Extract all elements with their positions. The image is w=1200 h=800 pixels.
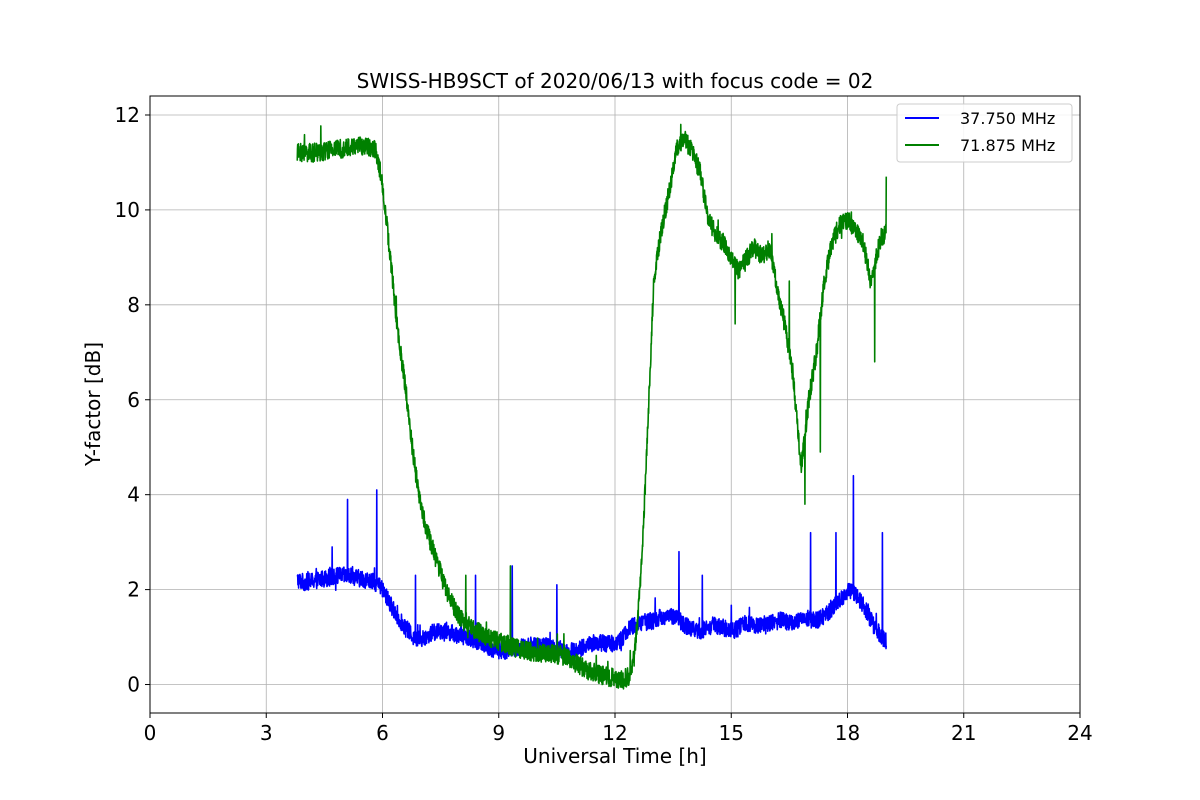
- legend-label-37-750-mhz: 37.750 MHz: [960, 109, 1055, 128]
- legend-box: [896, 103, 1073, 163]
- y-tick-label: 0: [127, 673, 140, 697]
- y-tick-label: 10: [115, 198, 140, 222]
- x-tick-label: 18: [835, 721, 860, 745]
- x-tick-label: 21: [951, 721, 976, 745]
- x-tick-label: 24: [1067, 721, 1092, 745]
- x-tick-label: 3: [260, 721, 273, 745]
- legend: 37.750 MHz 71.875 MHz: [896, 103, 1073, 163]
- y-axis-ticks: 0 2 4 6 8 10 12: [115, 103, 150, 697]
- series-line-37-750-mhz: [296, 474, 888, 661]
- series-line-71-875-mhz: [296, 123, 888, 690]
- chart-title: SWISS-HB9SCT of 2020/06/13 with focus co…: [357, 69, 874, 93]
- y-tick-label: 6: [127, 388, 140, 412]
- x-tick-label: 9: [492, 721, 505, 745]
- legend-label-71-875-mhz: 71.875 MHz: [960, 136, 1055, 155]
- y-axis-label: Y-factor [dB]: [81, 342, 105, 467]
- x-tick-label: 12: [602, 721, 627, 745]
- x-tick-label: 0: [144, 721, 157, 745]
- y-tick-label: 12: [115, 103, 140, 127]
- plot-series: [296, 123, 888, 690]
- x-tick-label: 15: [719, 721, 744, 745]
- y-tick-label: 4: [127, 483, 140, 507]
- y-tick-label: 8: [127, 293, 140, 317]
- x-axis-ticks: 0 3 6 9 12 15 18 21 24: [144, 713, 1093, 745]
- x-axis-label: Universal Time [h]: [523, 744, 706, 768]
- y-tick-label: 2: [127, 578, 140, 602]
- x-tick-label: 6: [376, 721, 389, 745]
